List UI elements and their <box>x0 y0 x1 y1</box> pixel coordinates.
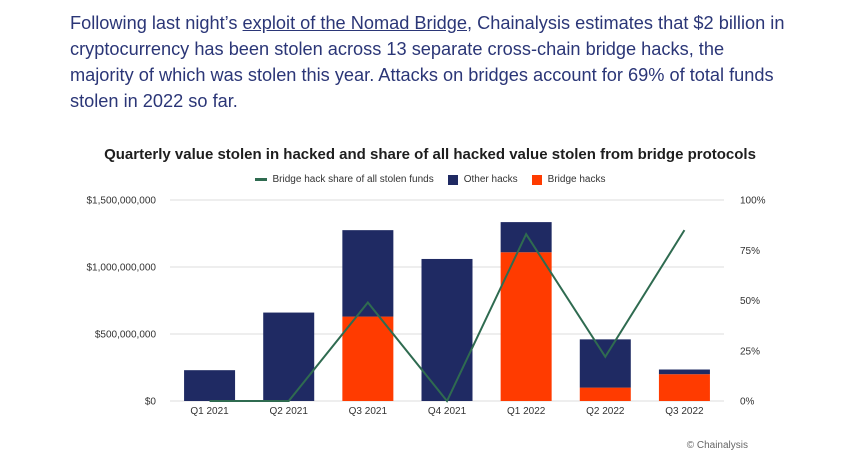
intro-text-before: Following last night’s <box>70 13 243 33</box>
bar-other-hacks <box>421 258 473 401</box>
intro-text-after: , Chainalysis estimates that $2 billion … <box>70 13 785 111</box>
legend-swatch-bridge <box>531 174 542 185</box>
bar-other-hacks <box>263 312 315 401</box>
x-tick-label: Q3 2022 <box>665 406 704 417</box>
y-right-tick-label: 50% <box>740 296 760 307</box>
bar-other-hacks <box>658 369 710 375</box>
bar-other-hacks <box>184 370 236 401</box>
legend-item-other: Other hacks <box>447 174 518 185</box>
x-tick-label: Q4 2021 <box>428 406 467 417</box>
legend-item-bridge: Bridge hacks <box>531 174 606 185</box>
chart-title: Quarterly value stolen in hacked and sha… <box>104 146 756 163</box>
legend-swatch-share <box>254 178 267 181</box>
chart-legend: Bridge hack share of all stolen funds Ot… <box>0 174 860 185</box>
x-tick-label: Q2 2021 <box>270 406 309 417</box>
bar-bridge-hacks <box>658 374 710 401</box>
x-tick-label: Q1 2021 <box>190 406 229 417</box>
y-right-tick-label: 25% <box>740 346 760 357</box>
x-tick-label: Q1 2022 <box>507 406 546 417</box>
legend-label-share: Bridge hack share of all stolen funds <box>272 174 434 185</box>
y-left-tick-label: $500,000,000 <box>95 330 157 341</box>
y-left-tick-label: $1,000,000,000 <box>86 263 156 274</box>
x-tick-label: Q3 2021 <box>349 406 388 417</box>
legend-item-share: Bridge hack share of all stolen funds <box>254 174 434 185</box>
bar-other-hacks <box>579 339 631 388</box>
nomad-bridge-link[interactable]: exploit of the Nomad Bridge <box>242 13 467 33</box>
legend-label-bridge: Bridge hacks <box>547 174 606 185</box>
y-left-tick-label: $1,500,000,000 <box>86 196 156 207</box>
bar-other-hacks <box>500 222 552 253</box>
bar-bridge-hacks <box>579 387 631 401</box>
y-left-tick-label: $0 <box>145 397 157 408</box>
bar-bridge-hacks <box>342 316 394 401</box>
x-tick-label: Q2 2022 <box>586 406 625 417</box>
y-right-tick-label: 0% <box>740 397 755 408</box>
y-right-tick-label: 100% <box>740 196 766 207</box>
copyright-credit: © Chainalysis <box>686 440 748 451</box>
intro-paragraph: Following last night’s exploit of the No… <box>70 10 790 114</box>
legend-label-other: Other hacks <box>463 174 518 185</box>
bar-bridge-hacks <box>500 252 552 401</box>
y-right-tick-label: 75% <box>740 246 760 257</box>
legend-swatch-other <box>447 174 458 185</box>
